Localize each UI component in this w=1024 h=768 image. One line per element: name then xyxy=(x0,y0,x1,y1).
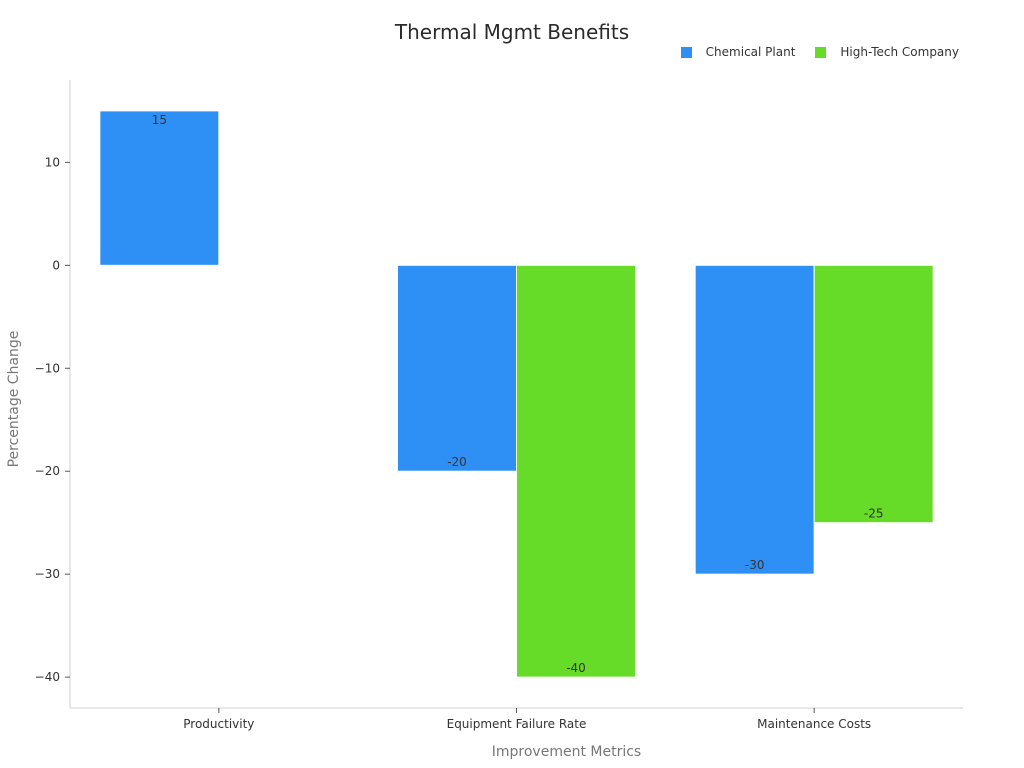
y-tick-label: −10 xyxy=(35,361,60,375)
y-tick-label: 0 xyxy=(52,258,60,272)
y-axis-title: Percentage Change xyxy=(6,331,22,468)
x-tick-label: Productivity xyxy=(183,717,254,731)
legend-label: Chemical Plant xyxy=(705,45,796,59)
legend: Chemical Plant High-Tech Company xyxy=(680,45,959,59)
bar-high-tech-company-equipment-failure-rate[interactable] xyxy=(516,264,636,678)
x-axis-title: Improvement Metrics xyxy=(492,744,641,760)
legend-item-high-tech-company[interactable]: High-Tech Company xyxy=(815,45,959,59)
bar-value-label: -30 xyxy=(745,558,765,572)
bar-chemical-plant-maintenance-costs[interactable] xyxy=(694,264,815,575)
bar-value-label: -25 xyxy=(864,507,884,521)
bar-high-tech-company-maintenance-costs[interactable] xyxy=(813,264,934,524)
x-tick-label: Equipment Failure Rate xyxy=(447,717,587,731)
x-tick-label: Maintenance Costs xyxy=(757,717,871,731)
y-tick-label: −20 xyxy=(35,464,60,478)
y-tick-label: −40 xyxy=(35,670,60,684)
y-tick-label: 10 xyxy=(45,155,60,169)
y-tick-label: −30 xyxy=(35,567,60,581)
bar-value-label: -40 xyxy=(566,661,586,675)
bar-chemical-plant-equipment-failure-rate[interactable] xyxy=(397,264,517,472)
bar-value-label: -20 xyxy=(447,455,467,469)
bar-value-label: 15 xyxy=(152,113,167,127)
bar-chemical-plant-productivity[interactable] xyxy=(99,110,220,266)
legend-item-chemical-plant[interactable]: Chemical Plant xyxy=(680,45,796,59)
legend-swatch-high-tech-company xyxy=(815,46,827,58)
chart-title: Thermal Mgmt Benefits xyxy=(394,20,630,44)
legend-label: High-Tech Company xyxy=(840,45,959,59)
legend-swatch-chemical-plant xyxy=(680,46,692,58)
